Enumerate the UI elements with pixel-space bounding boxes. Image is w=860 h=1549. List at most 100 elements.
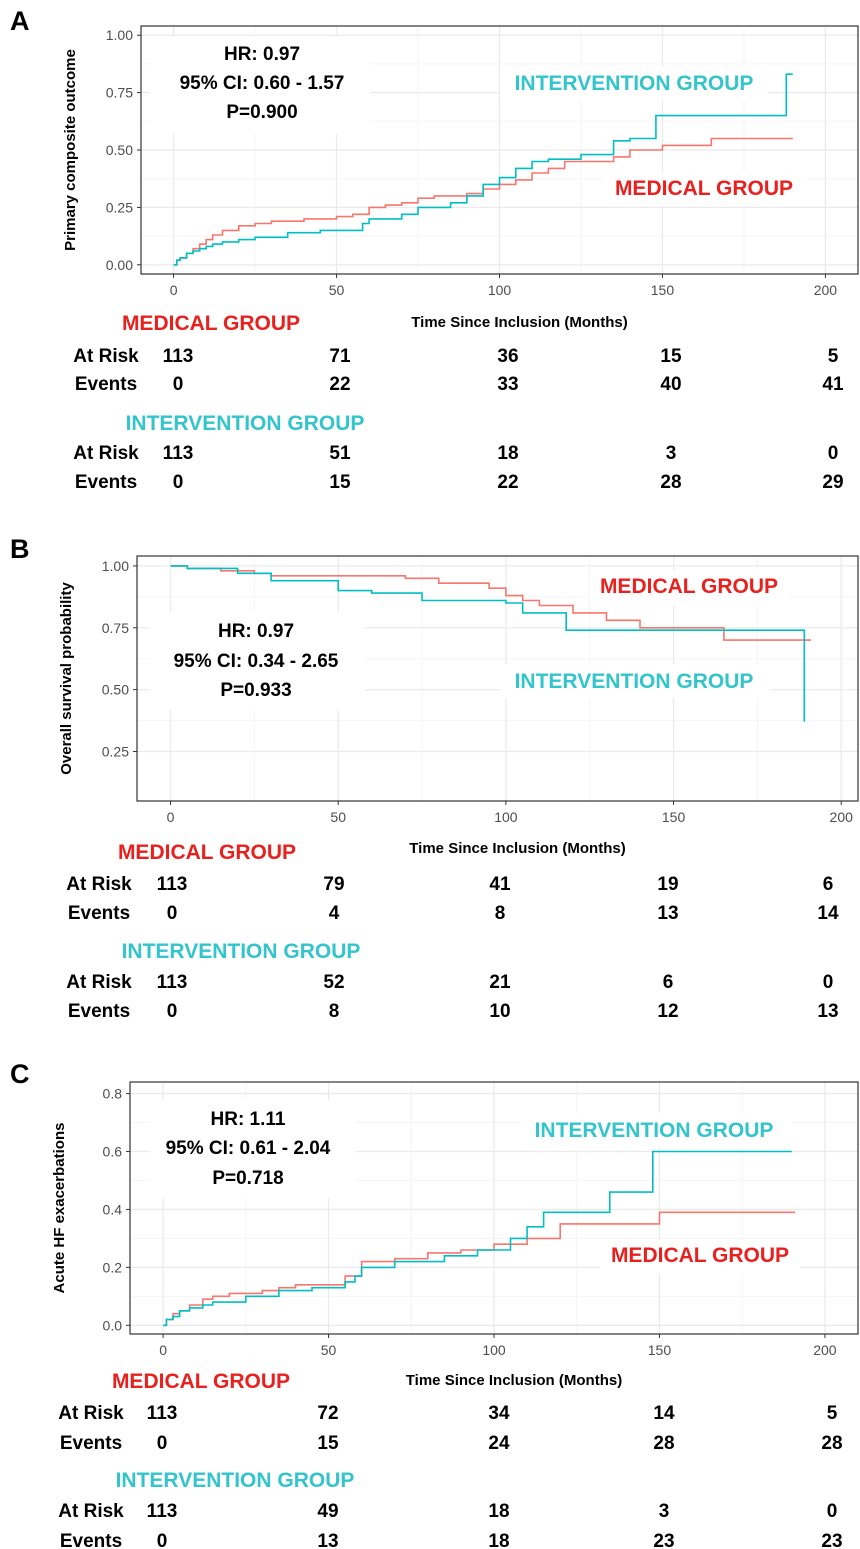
- risk-table-cell: 0: [157, 1531, 168, 1549]
- intervention-survival-line: [173, 73, 793, 266]
- risk-table-cell: 23: [821, 1531, 842, 1549]
- risk-table-cell: 113: [147, 1501, 178, 1522]
- stats-line: 95% CI: 0.60 - 1.57: [180, 73, 345, 94]
- risk-table-cell: 0: [173, 374, 184, 395]
- risk-table-cell: 18: [488, 1531, 509, 1549]
- intervention-label-background: [500, 664, 770, 698]
- y-tick-label: 0.00: [106, 257, 133, 273]
- risk-table-cell: 3: [666, 443, 677, 464]
- panel-letter: C: [10, 1059, 30, 1089]
- risk-table-cell: 21: [489, 972, 511, 993]
- x-tick-label: 0: [170, 282, 178, 298]
- risk-table-cell: 28: [821, 1433, 842, 1454]
- medical-group-label: MEDICAL GROUP: [615, 177, 793, 200]
- intervention-risk-table-title: INTERVENTION GROUP: [116, 1469, 355, 1492]
- risk-row-label: At Risk: [66, 972, 132, 993]
- y-axis-label: Acute HF exacerbations: [51, 1123, 68, 1294]
- medical-label-background: [604, 172, 804, 206]
- y-tick-label: 1.00: [106, 27, 133, 43]
- stats-line: 95% CI: 0.61 - 2.04: [166, 1138, 331, 1159]
- risk-table-cell: 0: [157, 1433, 168, 1454]
- risk-table-cell: 10: [489, 1001, 510, 1022]
- risk-row-label: At Risk: [58, 1403, 124, 1424]
- x-tick-label: 0: [159, 1342, 167, 1358]
- x-tick-label: 50: [329, 282, 345, 298]
- risk-table-cell: 72: [317, 1403, 338, 1424]
- y-tick-label: 0.0: [103, 1317, 123, 1333]
- y-tick-label: 0.50: [106, 142, 133, 158]
- medical-survival-line: [173, 137, 793, 266]
- stats-line: HR: 0.97: [218, 621, 294, 642]
- y-tick-label: 0.2: [103, 1259, 123, 1275]
- y-axis-label: Primary composite outcome: [62, 49, 79, 251]
- risk-table-cell: 34: [488, 1403, 510, 1424]
- y-tick-label: 0.6: [103, 1144, 123, 1160]
- risk-table-cell: 8: [495, 903, 506, 924]
- risk-table-cell: 18: [488, 1501, 509, 1522]
- risk-table-cell: 3: [659, 1501, 670, 1522]
- risk-table-cell: 113: [157, 874, 188, 895]
- risk-table-cell: 71: [329, 346, 351, 367]
- x-tick-label: 100: [494, 809, 518, 825]
- risk-table-cell: 28: [660, 472, 681, 493]
- medical-label-background: [590, 571, 790, 605]
- medical-group-label: MEDICAL GROUP: [611, 1244, 789, 1267]
- risk-table-cell: 49: [317, 1501, 338, 1522]
- y-tick-label: 0.25: [102, 744, 129, 760]
- risk-table-cell: 0: [827, 1501, 838, 1522]
- stats-background: [150, 612, 365, 710]
- x-axis-label: Time Since Inclusion (Months): [411, 314, 627, 331]
- intervention-group-label: INTERVENTION GROUP: [535, 1119, 774, 1142]
- intervention-risk-table-title: INTERVENTION GROUP: [126, 412, 365, 435]
- x-tick-label: 150: [651, 282, 675, 298]
- stats-line: P=0.900: [226, 102, 297, 123]
- risk-table-cell: 15: [660, 346, 682, 367]
- risk-table-cell: 6: [823, 874, 834, 895]
- plot-border: [129, 1081, 859, 1335]
- risk-table-cell: 40: [660, 374, 681, 395]
- y-tick-label: 0.25: [106, 199, 133, 215]
- y-tick-label: 0.75: [102, 620, 129, 636]
- y-tick-label: 0.8: [103, 1086, 123, 1102]
- risk-table-cell: 15: [329, 472, 351, 493]
- y-axis-label: Overall survival probability: [58, 582, 75, 775]
- x-tick-label: 200: [830, 809, 854, 825]
- risk-table-cell: 12: [657, 1001, 678, 1022]
- y-tick-label: 0.4: [103, 1201, 123, 1217]
- intervention-group-label: INTERVENTION GROUP: [515, 72, 754, 95]
- risk-table-cell: 51: [329, 443, 351, 464]
- medical-risk-table-title: MEDICAL GROUP: [118, 841, 296, 864]
- risk-row-label: Events: [60, 1531, 122, 1549]
- risk-table-cell: 113: [163, 346, 194, 367]
- risk-row-label: At Risk: [73, 443, 139, 464]
- risk-table-cell: 14: [653, 1403, 675, 1424]
- stats-line: 95% CI: 0.34 - 2.65: [174, 651, 339, 672]
- intervention-label-background: [500, 66, 768, 100]
- risk-table-cell: 13: [317, 1531, 338, 1549]
- risk-table-cell: 18: [497, 443, 518, 464]
- risk-table-cell: 15: [317, 1433, 339, 1454]
- risk-table-cell: 41: [822, 374, 844, 395]
- x-tick-label: 50: [330, 809, 346, 825]
- intervention-survival-line: [163, 1150, 792, 1327]
- panel-letter: A: [10, 6, 30, 36]
- x-tick-label: 50: [321, 1342, 337, 1358]
- risk-table-cell: 0: [828, 443, 839, 464]
- x-tick-label: 150: [648, 1342, 672, 1358]
- risk-row-label: At Risk: [73, 346, 139, 367]
- risk-table-cell: 23: [653, 1531, 674, 1549]
- medical-risk-table-title: MEDICAL GROUP: [112, 1370, 290, 1393]
- risk-table-cell: 41: [489, 874, 511, 895]
- x-tick-label: 100: [488, 282, 512, 298]
- stats-line: HR: 0.97: [224, 44, 300, 65]
- panel-a: A0 50 100 150 2000.000.250.500.751.00Primary…: [10, 6, 859, 493]
- risk-table-cell: 22: [497, 472, 518, 493]
- intervention-group-label: INTERVENTION GROUP: [515, 670, 754, 693]
- risk-table-cell: 13: [817, 1001, 838, 1022]
- medical-risk-table-title: MEDICAL GROUP: [122, 312, 300, 335]
- risk-table-cell: 36: [497, 346, 518, 367]
- stats-background: [150, 36, 370, 134]
- x-tick-label: 0: [167, 809, 175, 825]
